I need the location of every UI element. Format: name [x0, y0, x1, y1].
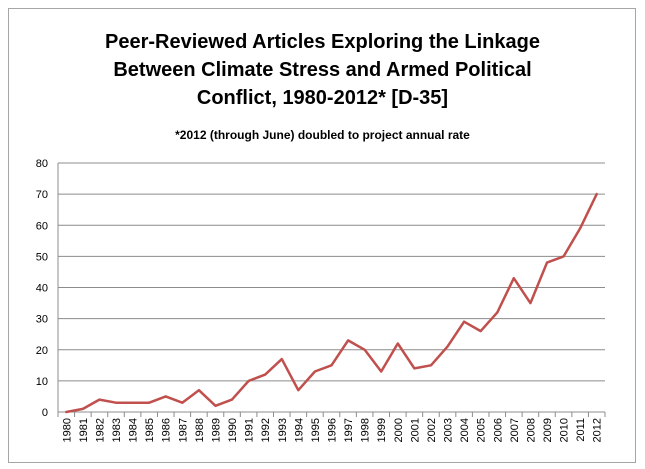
y-tick-label-60: 60 [36, 220, 48, 232]
x-tick-label-1998: 1998 [360, 418, 372, 442]
data-point-1989 [214, 405, 216, 407]
chart-title-line-3: Conflict, 1980-2012* [D-35] [196, 87, 449, 109]
x-tick-label-1987: 1987 [177, 418, 189, 442]
data-point-2012 [596, 193, 598, 195]
data-point-2009 [546, 261, 548, 263]
data-point-2008 [529, 302, 531, 304]
chart-frame [8, 8, 636, 463]
x-tick-label-2007: 2007 [509, 418, 521, 442]
chart-subtitle: *2012 (through June) doubled to project … [175, 128, 470, 142]
data-point-1986 [165, 395, 167, 397]
data-point-2000 [397, 342, 399, 344]
series-line-0 [65, 192, 598, 414]
x-tick-label-1982: 1982 [94, 418, 106, 442]
data-point-1995 [314, 370, 316, 372]
x-tick-label-2004: 2004 [459, 418, 471, 442]
data-point-2004 [463, 321, 465, 323]
data-point-2002 [430, 364, 432, 366]
data-point-1999 [380, 370, 382, 372]
x-tick-label-2000: 2000 [393, 418, 405, 442]
y-tick-label-30: 30 [36, 314, 48, 326]
x-tick-label-1992: 1992 [260, 418, 272, 442]
x-tick-label-1994: 1994 [293, 418, 305, 442]
x-tick-label-2005: 2005 [476, 418, 488, 442]
x-tick-label-2012: 2012 [592, 418, 604, 442]
data-point-1992 [264, 373, 266, 375]
x-tick-label-1996: 1996 [327, 418, 339, 442]
chart-title-line-2: Between Climate Stress and Armed Politic… [113, 59, 532, 81]
x-tick-label-1981: 1981 [78, 418, 90, 442]
data-point-1994 [297, 389, 299, 391]
chart-title-line-1: Peer-Reviewed Articles Exploring the Lin… [105, 31, 540, 53]
x-tick-label-1995: 1995 [310, 418, 322, 442]
data-point-1987 [181, 401, 183, 403]
y-tick-label-20: 20 [36, 345, 48, 357]
data-point-1993 [281, 358, 283, 360]
data-point-1988 [198, 389, 200, 391]
x-tick-label-1983: 1983 [111, 418, 123, 442]
y-tick-label-70: 70 [36, 189, 48, 201]
x-tick-label-2009: 2009 [542, 418, 554, 442]
x-tick-label-1988: 1988 [194, 418, 206, 442]
x-tick-label-1990: 1990 [227, 418, 239, 442]
data-point-1997 [347, 339, 349, 341]
chart-title: Peer-Reviewed Articles Exploring the Lin… [0, 28, 645, 112]
x-tick-label-2010: 2010 [559, 418, 571, 442]
data-point-2006 [496, 311, 498, 313]
x-tick-label-1985: 1985 [144, 418, 156, 442]
x-tick-label-2003: 2003 [443, 418, 455, 442]
x-tick-label-1984: 1984 [128, 418, 140, 442]
data-point-2010 [562, 255, 564, 257]
data-point-1996 [330, 364, 332, 366]
data-point-1984 [131, 401, 133, 403]
data-point-1981 [82, 408, 84, 410]
x-tick-label-1991: 1991 [244, 418, 256, 442]
x-tick-label-1997: 1997 [343, 418, 355, 442]
y-tick-label-0: 0 [42, 407, 48, 419]
x-tick-label-1980: 1980 [61, 418, 73, 442]
data-point-2011 [579, 227, 581, 229]
y-tick-label-40: 40 [36, 283, 48, 295]
data-point-2003 [446, 345, 448, 347]
x-tick-label-2011: 2011 [575, 418, 587, 442]
data-point-1980 [65, 411, 67, 413]
data-point-1982 [98, 398, 100, 400]
x-tick-label-1993: 1993 [277, 418, 289, 442]
data-point-2001 [413, 367, 415, 369]
y-tick-label-80: 80 [36, 158, 48, 170]
x-tick-label-1986: 1986 [161, 418, 173, 442]
data-point-2005 [479, 330, 481, 332]
x-tick-label-2008: 2008 [525, 418, 537, 442]
x-tick-label-2001: 2001 [409, 418, 421, 442]
y-tick-label-10: 10 [36, 376, 48, 388]
x-tick-label-2006: 2006 [492, 418, 504, 442]
x-tick-label-1989: 1989 [210, 418, 222, 442]
data-point-1983 [115, 401, 117, 403]
data-point-1985 [148, 401, 150, 403]
x-tick-label-2002: 2002 [426, 418, 438, 442]
data-point-1998 [363, 349, 365, 351]
data-point-2007 [513, 277, 515, 279]
data-point-1990 [231, 398, 233, 400]
y-tick-label-50: 50 [36, 251, 48, 263]
x-tick-label-1999: 1999 [376, 418, 388, 442]
data-point-1991 [247, 380, 249, 382]
